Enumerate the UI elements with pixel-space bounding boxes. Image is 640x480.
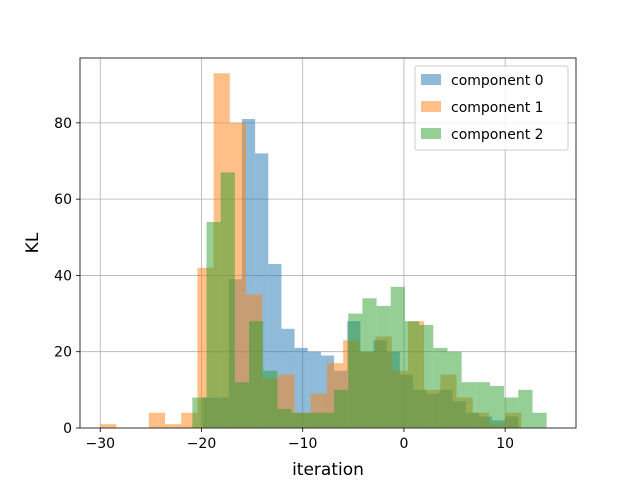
histogram-bar (100, 424, 117, 428)
histogram-bar (249, 321, 264, 428)
legend-label: component 0 (451, 73, 544, 89)
series-2-bars (192, 172, 547, 428)
histogram-bar (192, 397, 207, 428)
histogram-bar (475, 382, 490, 428)
histogram-bar (376, 305, 391, 428)
histogram-bar (334, 389, 349, 428)
legend-label: component 2 (451, 127, 544, 143)
x-tick-label: −10 (288, 436, 318, 452)
histogram-bar (404, 321, 420, 428)
y-axis-label: KL (23, 232, 43, 253)
histogram-bar (489, 386, 505, 428)
histogram-bar (277, 408, 292, 428)
x-axis-label: iteration (292, 460, 364, 480)
histogram-bar (263, 370, 278, 428)
histogram-bar (291, 412, 306, 428)
histogram-bar (165, 424, 182, 428)
histogram-bars (100, 73, 547, 429)
histogram-bar (518, 389, 533, 428)
histogram-bar (419, 325, 434, 428)
histogram-bar (206, 222, 221, 428)
histogram-bar (362, 298, 377, 428)
histogram-bar (148, 412, 166, 428)
x-tick-label: −20 (187, 436, 217, 452)
legend-swatch (421, 74, 441, 85)
y-tick-label: 0 (63, 421, 72, 437)
histogram-bar (532, 412, 547, 428)
legend: component 0 component 1 component 2 (414, 65, 569, 151)
y-tick-label: 20 (54, 345, 72, 361)
x-tick-label: 0 (399, 436, 408, 452)
y-tick-label: 60 (54, 192, 72, 208)
histogram-bar (461, 382, 476, 428)
histogram-bar (305, 412, 320, 428)
axis-ticks: −30 −20 −10 0 10 0 20 40 60 80 (54, 116, 514, 452)
histogram-bar (220, 172, 235, 428)
histogram-bar (390, 286, 405, 428)
histogram-bar (234, 382, 250, 428)
histogram-bar (504, 397, 519, 428)
histogram-bar (433, 347, 448, 428)
histogram-bar (348, 313, 363, 428)
histogram-bar (294, 347, 308, 428)
x-tick-label: −30 (85, 436, 115, 452)
plot-frame (79, 57, 577, 429)
legend-label: component 1 (451, 100, 544, 116)
legend-box (414, 65, 569, 151)
x-tick-label: 10 (496, 436, 514, 452)
legend-swatch (421, 128, 441, 139)
y-tick-label: 40 (54, 268, 72, 284)
y-tick-label: 80 (54, 116, 72, 132)
histogram-bar (319, 412, 335, 428)
legend-swatch (421, 101, 441, 112)
histogram-bar (447, 351, 462, 428)
